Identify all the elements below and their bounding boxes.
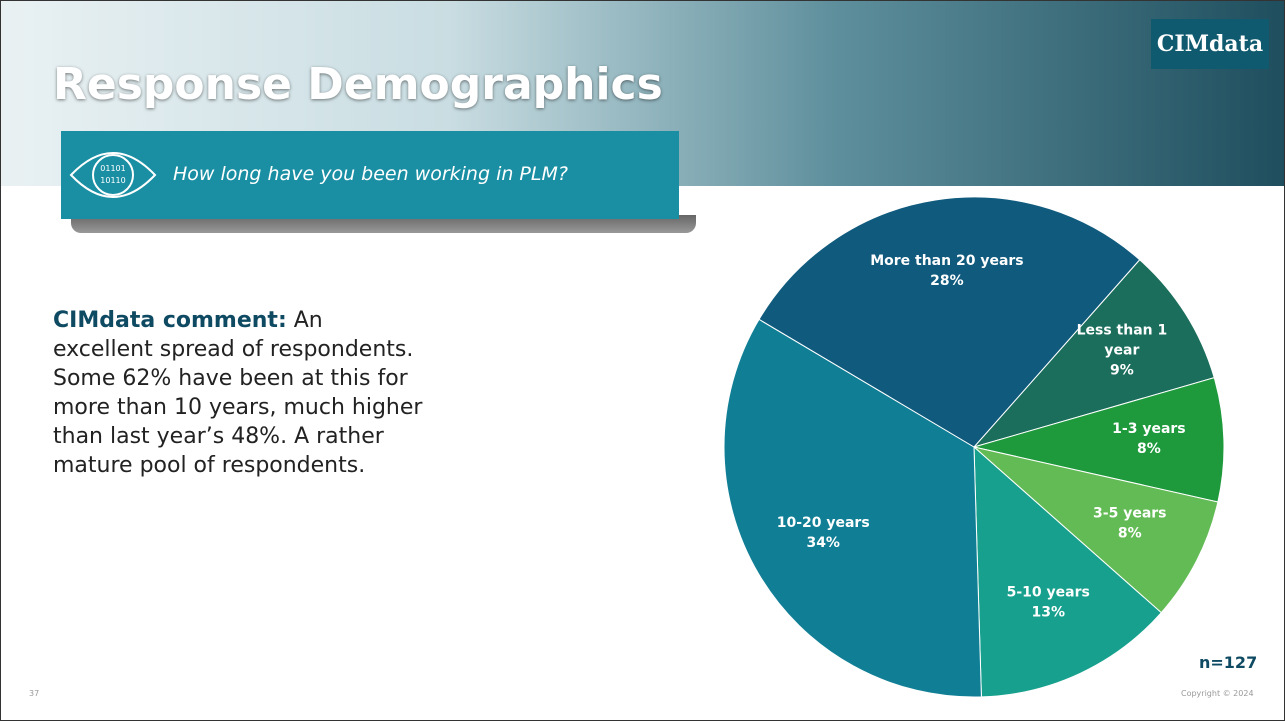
comment-text: An excellent spread of respondents. Some… xyxy=(53,308,423,478)
slice-value-label: 9% xyxy=(1110,362,1134,378)
slice-label: More than 20 years xyxy=(870,253,1023,269)
page-number: 37 xyxy=(29,689,40,698)
pie-slice xyxy=(972,259,1215,448)
pie-slice xyxy=(973,446,1219,614)
slice-label: Less than 1 year xyxy=(1077,322,1168,358)
title: Response Demographics xyxy=(53,59,663,110)
logo: CIMdata xyxy=(1151,19,1269,69)
slice-value-label: 8% xyxy=(1137,441,1161,457)
slice-value-label: 28% xyxy=(930,273,964,289)
question-box: 01101 10110 How long have you been worki… xyxy=(61,131,679,219)
slice-value-label: 13% xyxy=(1031,604,1065,620)
comment: CIMdata comment: An excellent spread of … xyxy=(53,306,423,480)
slice-value-label: 34% xyxy=(806,535,840,551)
slice-label: 3-5 years xyxy=(1093,506,1166,522)
slice-value-label: 8% xyxy=(1118,526,1142,542)
comment-label: CIMdata comment: xyxy=(53,308,287,333)
pie-slice xyxy=(973,377,1225,503)
slice-label: 10-20 years xyxy=(777,515,870,531)
question: How long have you been working in PLM? xyxy=(173,163,568,185)
slice-label: 1-3 years xyxy=(1112,421,1185,437)
icon-text: 10110 xyxy=(100,176,125,185)
sample-note: n=127 xyxy=(1199,653,1258,672)
pie-slice xyxy=(973,445,1162,698)
slice-label: 5-10 years xyxy=(1007,584,1090,600)
eye-icon: 01101 10110 xyxy=(69,152,157,198)
copyright: Copyright © 2024 xyxy=(1181,689,1254,698)
icon-text: 01101 xyxy=(100,164,125,173)
pie-slice xyxy=(758,196,1141,448)
box-shadow xyxy=(71,215,696,233)
